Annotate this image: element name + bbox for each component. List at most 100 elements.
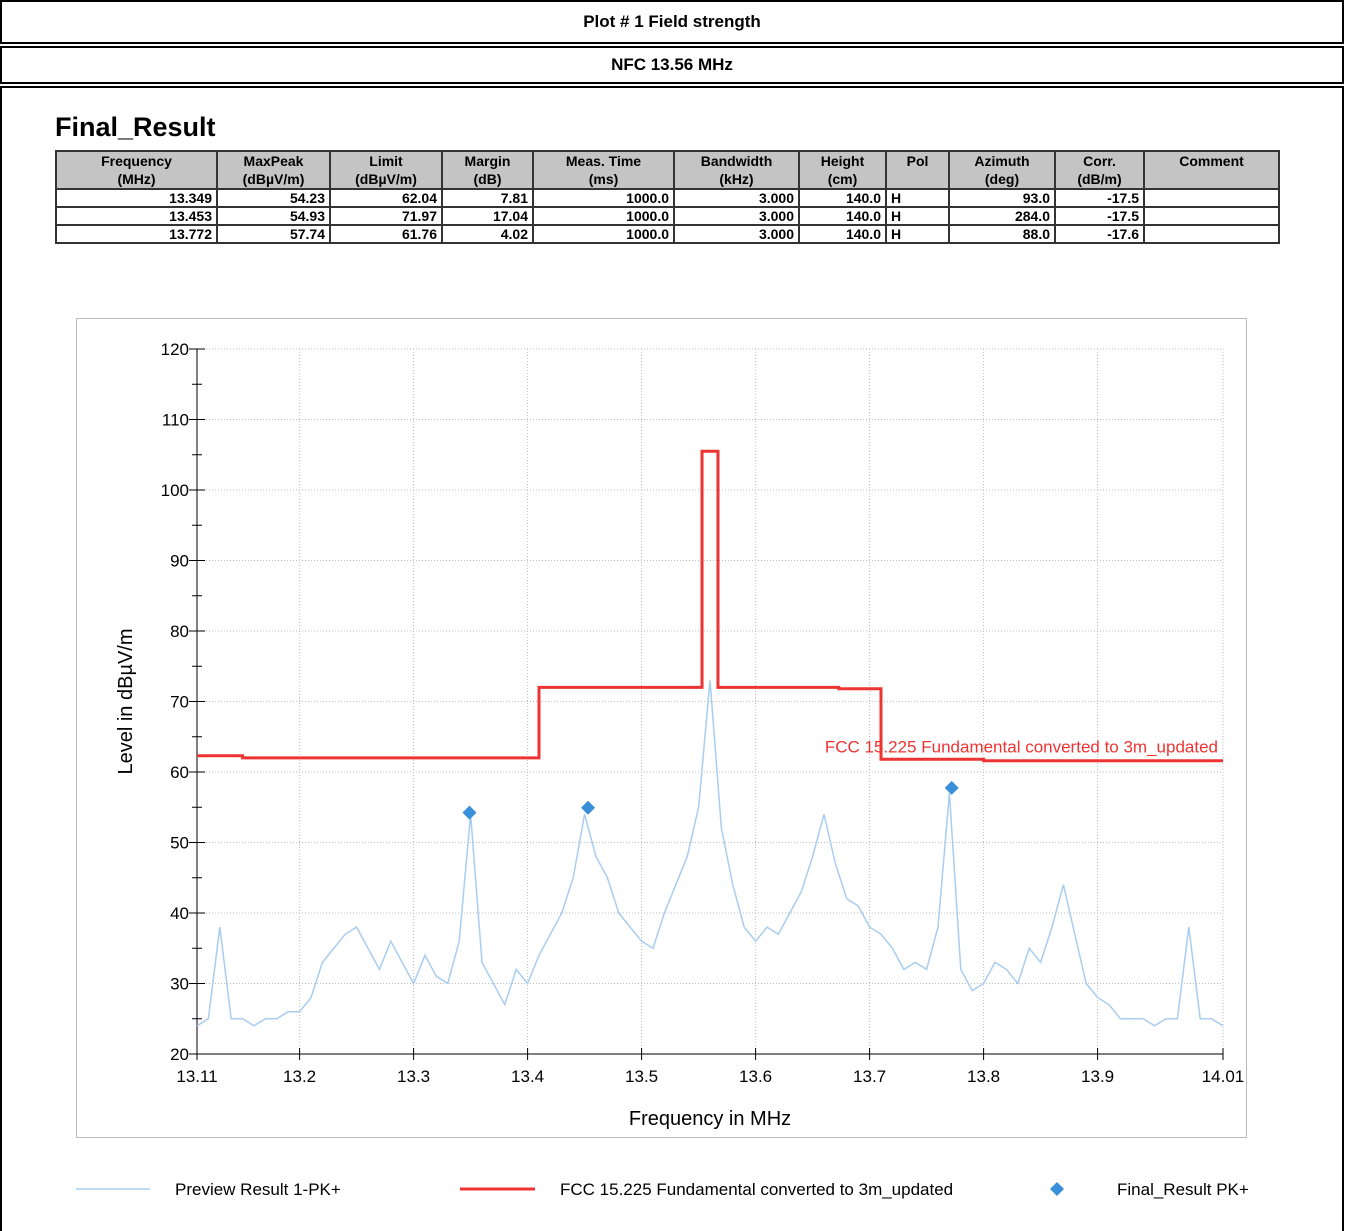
cell: 93.0 xyxy=(948,188,1056,208)
x-axis-label: Frequency in MHz xyxy=(629,1108,791,1130)
header-cell: Bandwidth (kHz) xyxy=(673,150,800,190)
cell: 140.0 xyxy=(798,188,887,208)
content-frame xyxy=(0,86,1344,1231)
header-cell: Meas. Time (ms) xyxy=(532,150,675,190)
x-tick-label: 13.6 xyxy=(739,1067,772,1086)
marker xyxy=(462,805,477,820)
cell: 13.349 xyxy=(55,188,218,208)
header-text: (MHz) xyxy=(117,171,156,187)
cell: 3.000 xyxy=(673,224,800,244)
cell: 284.0 xyxy=(948,206,1056,226)
header-cell: MaxPeak (dBµV/m) xyxy=(216,150,331,190)
cell: 57.74 xyxy=(216,224,331,244)
header-text: Pol xyxy=(906,153,929,169)
results-table: Frequency (MHz) MaxPeak (dBµV/m) Limit (dBµV/… xyxy=(55,150,1280,244)
header-text: Azimuth xyxy=(974,153,1030,169)
header-cell: Height (cm) xyxy=(798,150,887,190)
header-text: Corr. xyxy=(1083,153,1116,169)
cell: 62.04 xyxy=(329,188,443,208)
y-tick-label: 20 xyxy=(170,1045,189,1064)
cell: 3.000 xyxy=(673,188,800,208)
header-text: (dB) xyxy=(473,171,502,187)
x-tick-label: 13.5 xyxy=(625,1067,658,1086)
cell: 1000.0 xyxy=(532,188,675,208)
x-tick-label: 13.3 xyxy=(397,1067,430,1086)
x-tick-label: 13.7 xyxy=(853,1067,886,1086)
header-text: Margin xyxy=(464,153,511,169)
header-text: (dBµV/m) xyxy=(355,171,417,187)
annotation: FCC 15.225 Fundamental converted to 3m_u… xyxy=(825,738,1218,757)
cell: 88.0 xyxy=(948,224,1056,244)
y-tick-label: 50 xyxy=(170,834,189,853)
legend-label: Preview Result 1-PK+ xyxy=(175,1180,341,1199)
x-tick-label: 13.2 xyxy=(283,1067,316,1086)
x-tick-label: 14.01 xyxy=(1202,1067,1245,1086)
cell: 13.772 xyxy=(55,224,218,244)
header-cell: Azimuth (deg) xyxy=(948,150,1056,190)
row: 13.453 54.93 71.97 17.04 1000.0 3.000 140.0 H 28… xyxy=(55,206,1280,226)
header-text: (ms) xyxy=(588,171,619,187)
row: 13.772 57.74 61.76 4.02 1000.0 3.000 140.0 H 88.… xyxy=(55,224,1280,244)
marker xyxy=(581,800,596,815)
cell: H xyxy=(885,188,950,208)
cell: 17.04 xyxy=(441,206,534,226)
cell: -17.6 xyxy=(1054,224,1145,244)
cell: -17.5 xyxy=(1054,188,1145,208)
table-title: Final_Result xyxy=(55,112,216,142)
y-tick-label: 110 xyxy=(162,411,189,430)
y-tick-label: 90 xyxy=(170,552,189,571)
series-line xyxy=(196,680,1224,1027)
header-text: Comment xyxy=(1179,153,1244,169)
header-text: (kHz) xyxy=(719,171,754,187)
header-text: MaxPeak xyxy=(243,153,304,169)
header-cell: Pol xyxy=(885,150,950,190)
marker xyxy=(944,780,959,795)
cell xyxy=(1143,206,1280,226)
cell: H xyxy=(885,224,950,244)
cell xyxy=(1143,188,1280,208)
y-tick-label: 80 xyxy=(170,622,189,641)
chart-frame xyxy=(76,318,1247,1138)
cell: 4.02 xyxy=(441,224,534,244)
header-text: Bandwidth xyxy=(700,153,773,169)
cell: 140.0 xyxy=(798,206,887,226)
header-cell: Comment xyxy=(1143,150,1280,190)
cell: 7.81 xyxy=(441,188,534,208)
cell: 1000.0 xyxy=(532,224,675,244)
header-subtitle: NFC 13.56 MHz xyxy=(0,46,1344,84)
y-tick-label: 40 xyxy=(170,904,189,923)
y-tick-label: 120 xyxy=(161,340,189,359)
y-tick-label: 100 xyxy=(161,481,189,500)
legend-label: Final_Result PK+ xyxy=(1117,1180,1249,1199)
header-text: (dBµV/m) xyxy=(242,171,305,187)
x-tick-label: 13.8 xyxy=(967,1067,1000,1086)
header-cell: Limit (dBµV/m) xyxy=(329,150,443,190)
cell: H xyxy=(885,206,950,226)
header-cell: Corr. (dB/m) xyxy=(1054,150,1145,190)
cell: 3.000 xyxy=(673,206,800,226)
cell: 71.97 xyxy=(329,206,443,226)
header-text: (deg) xyxy=(984,171,1020,187)
legend-label: FCC 15.225 Fundamental converted to 3m_u… xyxy=(560,1180,953,1199)
cell: 54.93 xyxy=(216,206,331,226)
x-tick-label: 13.11 xyxy=(176,1067,217,1086)
y-tick-label: 60 xyxy=(170,763,189,782)
cell: 1000.0 xyxy=(532,206,675,226)
y-axis-label: Level in dBµV/m xyxy=(115,628,137,774)
header-cell: Frequency (MHz) xyxy=(55,150,218,190)
y-tick-label: 70 xyxy=(170,693,189,712)
y-tick-label: 30 xyxy=(170,975,189,994)
header-text: (cm) xyxy=(827,171,858,187)
header-text: (dB/m) xyxy=(1077,171,1122,187)
x-tick-label: 13.4 xyxy=(511,1067,544,1086)
cell: 61.76 xyxy=(329,224,443,244)
cell: -17.5 xyxy=(1054,206,1145,226)
header-title: Plot # 1 Field strength xyxy=(0,0,1344,44)
header-text: Frequency xyxy=(101,153,172,169)
header-text: Limit xyxy=(369,153,403,169)
series-line xyxy=(197,449,1223,763)
cell: 13.453 xyxy=(55,206,218,226)
row: 13.349 54.23 62.04 7.81 1000.0 3.000 140.0 H 93.… xyxy=(55,188,1280,208)
